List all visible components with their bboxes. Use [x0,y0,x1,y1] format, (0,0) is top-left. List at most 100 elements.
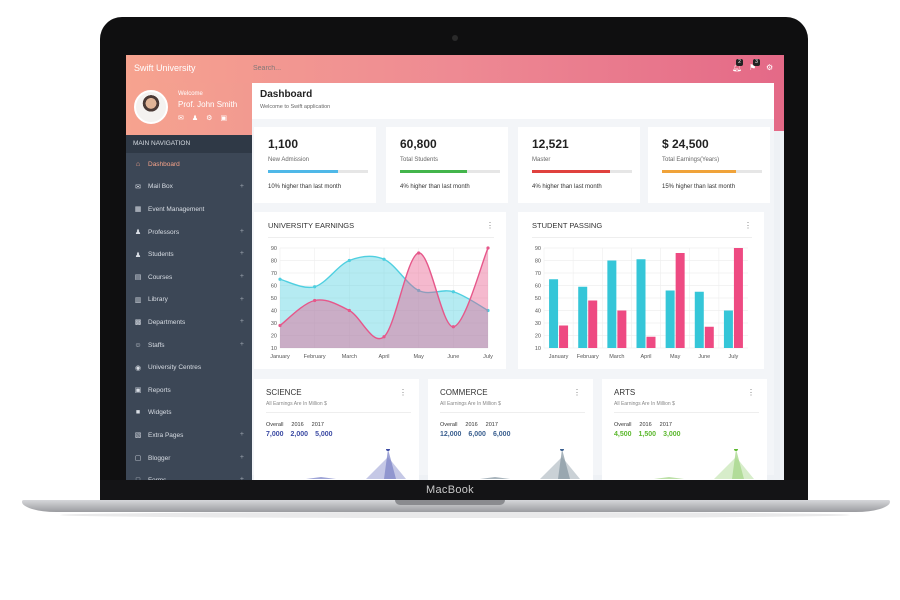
series-1-bar[interactable] [636,259,646,348]
expand-icon[interactable]: + [239,318,244,326]
series-2-point[interactable] [486,246,490,250]
y-tick-label: 10 [535,346,541,352]
stat-card: $ 24,500 Total Earnings(Years) 15% highe… [648,127,770,203]
department-sparkline [614,449,764,479]
sidebar-item-professors[interactable]: ♟ Professors + [126,221,252,244]
notif-badge: 2 [736,59,743,66]
expand-icon[interactable]: + [239,476,244,480]
sidebar-item-mail-box[interactable]: ✉ Mail Box + [126,176,252,199]
logout-icon[interactable]: ▣ [220,115,228,122]
gear-icon[interactable]: ⚙ [766,63,774,72]
column-value: 5,000 [315,431,333,438]
user-icon[interactable]: ♟ [191,115,199,122]
expand-icon[interactable]: + [239,182,244,190]
series-2-bar[interactable] [704,326,714,348]
series-2-bar[interactable] [733,248,743,348]
series-2-point[interactable] [451,325,455,329]
series-2-point[interactable] [313,298,317,303]
page-title: Dashboard [260,89,313,100]
series-1-bar[interactable] [694,291,704,348]
sidebar-item-widgets[interactable]: ■ Widgets [126,402,252,425]
stat-progress [268,170,368,173]
sidebar-item-reports[interactable]: ▣ Reports [126,379,252,402]
series-2-point[interactable] [278,323,282,328]
sidebar-item-students[interactable]: ♟ Students + [126,243,252,266]
bell-icon[interactable]: 🔔︎ 2 [732,59,743,72]
series-1-point[interactable] [313,285,317,289]
department-menu-icon[interactable]: ⋮ [573,388,581,397]
series-1-point[interactable] [451,290,455,294]
sidebar-item-dashboard[interactable]: ⌂ Dashboard [126,153,252,176]
expand-icon[interactable]: + [239,453,244,461]
expand-icon[interactable]: + [239,431,244,439]
series-2-bar[interactable] [617,310,627,349]
sidebar-item-staffs[interactable]: ☺ Staffs + [126,334,252,357]
series-1-point[interactable] [417,288,421,293]
department-subtitle: All Earnings Are In Million $ [440,401,501,407]
series-1-bar[interactable] [549,279,559,348]
profile-panel: Welcome Prof. John Smith ✉ ♟ ⚙ ▣ [126,83,252,135]
sidebar-item-university-centres[interactable]: ◉ University Centres [126,356,252,379]
search-input[interactable] [253,65,344,72]
earnings-title: UNIVERSITY EARNINGS [268,221,355,230]
settings-icon[interactable]: ⚙ [206,115,213,122]
expand-icon[interactable]: + [239,295,244,303]
series-1-bar[interactable] [578,286,588,348]
sidebar-item-forms[interactable]: □ Forms + [126,469,252,480]
series-1-bar[interactable] [723,310,733,349]
sidebar-item-extra-pages[interactable]: ▧ Extra Pages + [126,424,252,447]
sidebar-item-courses[interactable]: ▤ Courses + [126,266,252,289]
y-tick-label: 10 [271,346,277,352]
sidebar-item-label: Library [148,296,168,304]
expand-icon[interactable]: + [239,340,244,348]
series-1-bar[interactable] [607,260,617,349]
y-tick-label: 30 [535,321,541,327]
series-1-point[interactable] [382,257,386,261]
series-1-point[interactable] [347,258,351,263]
series-1-point[interactable] [486,308,490,313]
department-menu-icon[interactable]: ⋮ [747,388,755,397]
expand-icon[interactable]: + [239,227,244,235]
department-sparkline [266,449,416,479]
y-tick-label: 50 [271,296,277,302]
profile-name: Prof. John Smith [178,100,238,109]
stat-label: Total Students [400,157,439,163]
series-2-point[interactable] [347,308,351,313]
page-subtitle: Welcome to Swift application [260,104,331,110]
series-2-bar[interactable] [559,325,569,349]
y-tick-label: 70 [271,271,277,277]
y-tick-label: 20 [535,334,541,340]
flag-icon[interactable]: ⚑ 3 [749,59,760,72]
divider [440,412,585,413]
report-icon: ▣ [134,387,142,395]
passing-menu-icon[interactable]: ⋮ [744,221,752,230]
series-2-bar[interactable] [588,300,598,349]
department-menu-icon[interactable]: ⋮ [399,388,407,397]
y-tick-label: 80 [535,259,541,265]
y-tick-label: 80 [271,259,277,265]
expand-icon[interactable]: + [239,272,244,280]
department-card: ARTS ⋮ All Earnings Are In Million $ Ove… [602,379,767,480]
widgets-icon: ■ [135,409,141,417]
stat-note: 15% higher than last month [662,184,736,190]
sidebar-item-blogger[interactable]: ▢ Blogger + [126,447,252,470]
series-1-point[interactable] [278,277,282,281]
avatar[interactable] [134,90,168,124]
sidebar-item-departments[interactable]: ▩ Departments + [126,311,252,334]
nav-title: MAIN NAVIGATION [126,135,252,153]
sidebar-item-label: Blogger [148,454,171,462]
sidebar-item-library[interactable]: ▥ Library + [126,289,252,312]
expand-icon[interactable]: + [239,250,244,258]
series-2-point[interactable] [417,251,421,255]
y-tick-label: 40 [271,309,277,315]
earnings-menu-icon[interactable]: ⋮ [486,221,494,230]
department-subtitle: All Earnings Are In Million $ [266,401,327,407]
series-2-bar[interactable] [675,253,685,348]
x-tick-label: April [640,354,651,360]
series-2-point[interactable] [382,335,386,339]
series-2-bar[interactable] [646,336,656,348]
x-tick-label: March [342,354,357,360]
series-1-bar[interactable] [665,290,675,349]
mail-icon[interactable]: ✉ [178,115,184,122]
sidebar-item-event-management[interactable]: ▦ Event Management [126,198,252,221]
